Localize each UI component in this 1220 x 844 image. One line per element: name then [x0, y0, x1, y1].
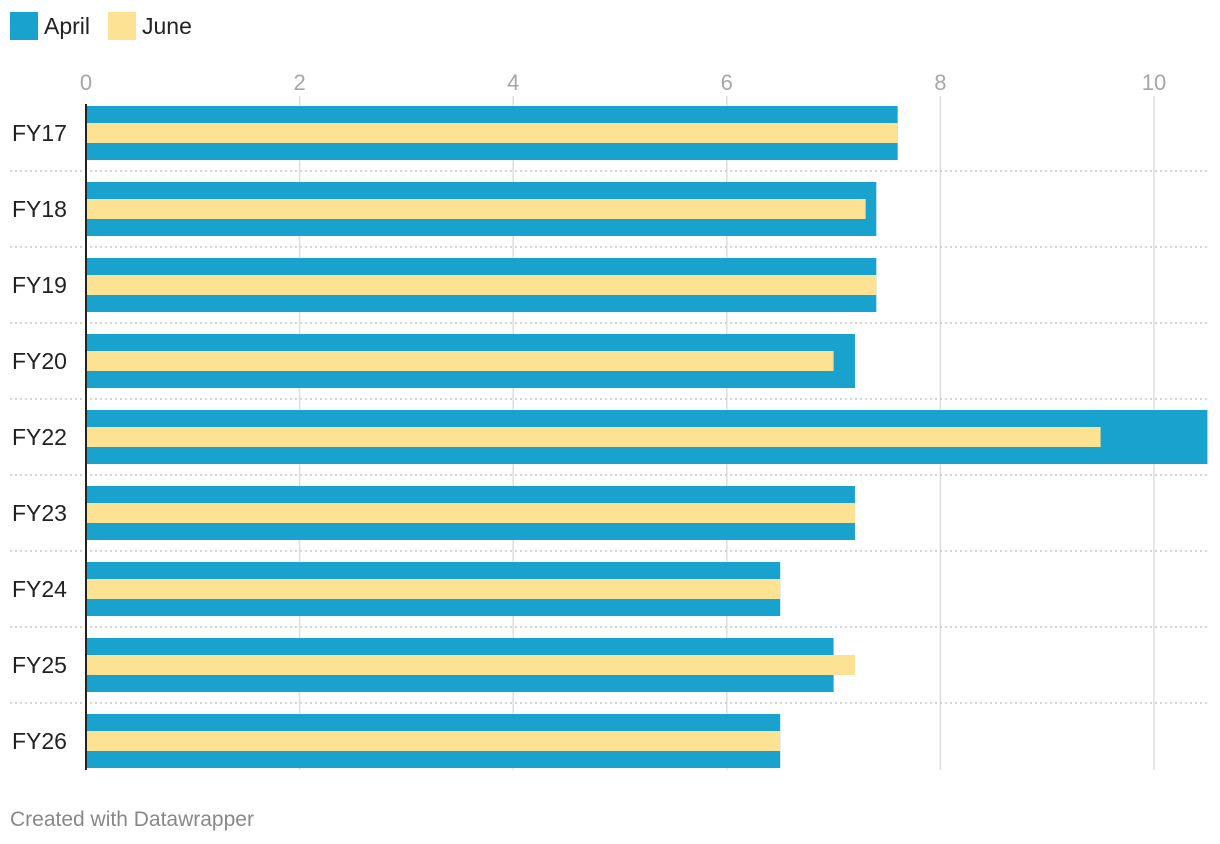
legend-item-june: June	[108, 12, 192, 40]
x-tick-label: 2	[293, 70, 305, 95]
bar-june	[86, 199, 866, 219]
bar-june	[86, 655, 855, 675]
bar-june	[86, 427, 1101, 447]
bar-june	[86, 351, 834, 371]
bar-june	[86, 275, 877, 295]
bar-june	[86, 579, 781, 599]
legend-label-june: June	[142, 12, 192, 39]
x-tick-label: 0	[80, 70, 92, 95]
bar-june	[86, 123, 898, 143]
legend-swatch-june	[108, 12, 137, 40]
category-label: FY24	[12, 576, 67, 602]
category-label: FY17	[12, 120, 67, 146]
legend-label-april: April	[44, 12, 91, 39]
category-label: FY19	[12, 272, 67, 298]
category-label: FY23	[12, 500, 67, 526]
bar-june	[86, 503, 855, 523]
category-label: FY18	[12, 196, 67, 222]
x-tick-label: 10	[1142, 70, 1166, 95]
category-label: FY20	[12, 348, 67, 374]
category-label: FY26	[12, 728, 67, 754]
footer-credit: Created with Datawrapper	[10, 808, 254, 831]
legend-item-april: April	[10, 12, 90, 40]
bar-june	[86, 731, 781, 751]
bar-chart: 0 2 4 6 8 10 FY17 FY18 FY19 FY20 FY22 FY23 FY24 FY25 F…	[10, 70, 1210, 770]
category-label: FY22	[12, 424, 67, 450]
legend-swatch-april	[10, 12, 38, 40]
x-tick-label: 8	[934, 70, 946, 95]
x-tick-label: 6	[721, 70, 733, 95]
legend: April June	[10, 12, 210, 40]
x-tick-label: 4	[507, 70, 519, 95]
category-label: FY25	[12, 652, 67, 678]
